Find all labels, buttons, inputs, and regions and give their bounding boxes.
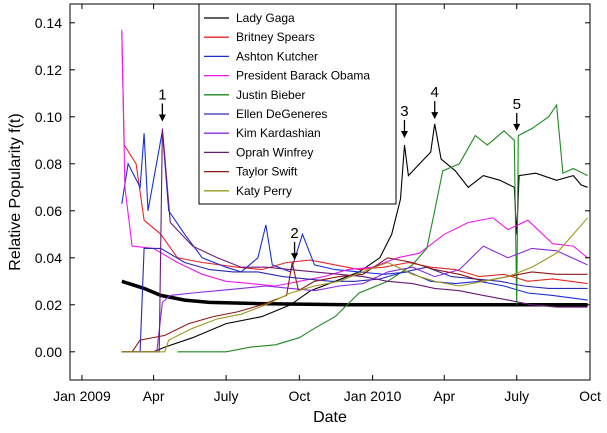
legend-label: Justin Bieber bbox=[236, 88, 305, 102]
x-tick-label: Apr bbox=[143, 388, 165, 404]
y-tick-label: 0.10 bbox=[35, 109, 62, 125]
annotation-label: 4 bbox=[431, 84, 439, 101]
legend-label: Lady Gaga bbox=[236, 11, 295, 25]
annotation-label: 1 bbox=[158, 87, 166, 104]
y-tick-label: 0.00 bbox=[35, 344, 62, 360]
legend-label: Britney Spears bbox=[236, 30, 315, 44]
series-line-lady-gaga bbox=[121, 123, 588, 353]
legend-label: Taylor Swift bbox=[236, 165, 298, 179]
series-line-justin-bieber bbox=[177, 103, 588, 353]
y-tick-label: 0.12 bbox=[35, 62, 62, 78]
x-tick-label: Oct bbox=[288, 388, 310, 404]
legend-label: Ellen DeGeneres bbox=[236, 107, 327, 121]
x-tick-label: Oct bbox=[579, 388, 601, 404]
annotation-label: 2 bbox=[290, 225, 298, 242]
annotation-arrow-head bbox=[158, 114, 166, 122]
legend-label: Ashton Kutcher bbox=[236, 49, 318, 63]
x-axis-title: Date bbox=[313, 409, 347, 426]
x-tick-label: Apr bbox=[433, 388, 455, 404]
legend-label: Katy Perry bbox=[236, 184, 292, 198]
legend-label: President Barack Obama bbox=[236, 69, 370, 83]
annotation-arrow-head bbox=[400, 130, 408, 138]
x-tick-label: July bbox=[214, 388, 239, 404]
y-tick-label: 0.14 bbox=[35, 15, 62, 31]
y-tick-label: 0.04 bbox=[35, 250, 62, 266]
annotation-arrow-head bbox=[291, 253, 299, 261]
series-line-oprah-winfrey bbox=[121, 128, 588, 353]
series-line-britney-spears bbox=[121, 32, 588, 285]
series-line-ellen-degeneres bbox=[121, 247, 588, 353]
x-tick-label: Jan 2009 bbox=[53, 388, 111, 404]
annotation-arrow-head bbox=[431, 112, 439, 120]
y-tick-label: 0.06 bbox=[35, 203, 62, 219]
baseline-series-line bbox=[121, 279, 588, 307]
series-line-president-barack-obama bbox=[121, 29, 588, 287]
annotation-arrow-head bbox=[513, 123, 521, 131]
legend-label: Oprah Winfrey bbox=[236, 145, 313, 159]
x-tick-label: July bbox=[504, 388, 529, 404]
series-line-katy-perry bbox=[121, 217, 589, 353]
legend-box bbox=[198, 3, 397, 205]
legend-label: Kim Kardashian bbox=[236, 126, 321, 140]
y-axis-title: Relative Popularity f(t) bbox=[7, 113, 24, 270]
annotation-label: 3 bbox=[400, 103, 408, 120]
annotation-label: 5 bbox=[513, 96, 521, 113]
y-tick-label: 0.08 bbox=[35, 156, 62, 172]
x-tick-label: Jan 2010 bbox=[344, 388, 402, 404]
series-line-kim-kardashian bbox=[121, 245, 588, 353]
y-tick-label: 0.02 bbox=[35, 297, 62, 313]
